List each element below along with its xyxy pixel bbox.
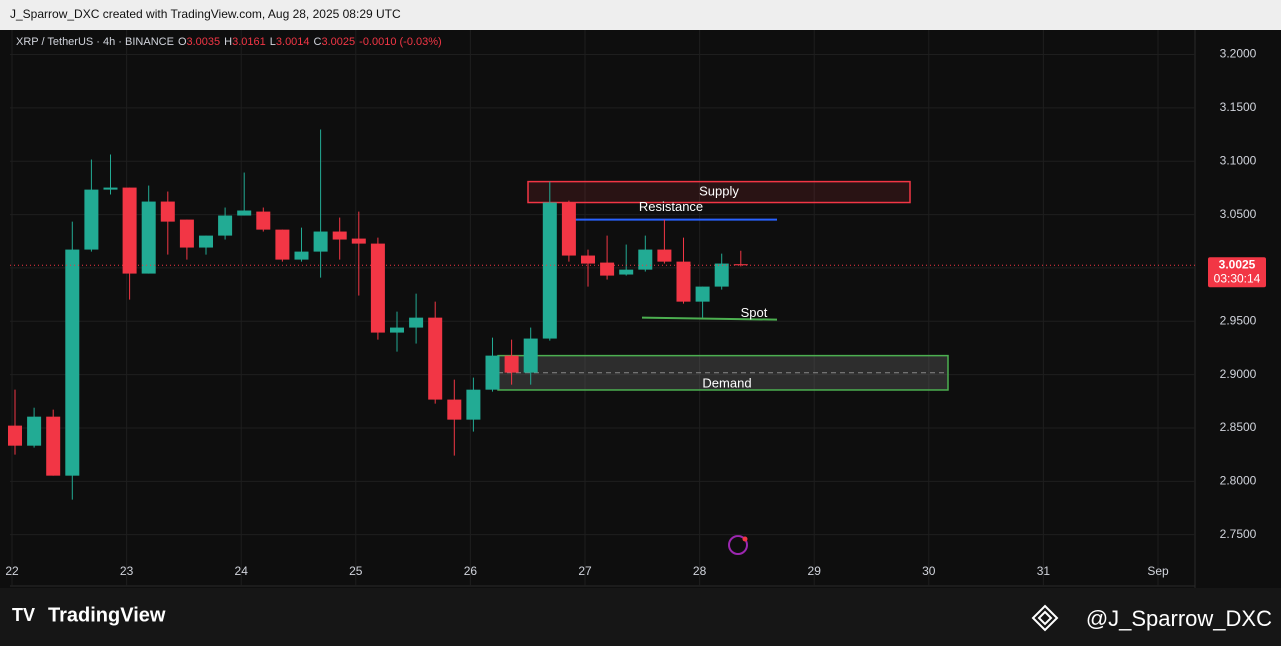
- x-tick-label: 24: [235, 564, 249, 578]
- candle-body: [8, 425, 22, 446]
- countdown: 03:30:14: [1214, 271, 1261, 285]
- ohlc-key: H: [224, 36, 232, 48]
- brand: TradingView: [48, 604, 166, 626]
- candle-body: [370, 243, 385, 333]
- x-tick-label: 26: [464, 564, 478, 578]
- candle-body: [638, 249, 653, 270]
- candle-body: [179, 219, 194, 248]
- candle-body: [600, 262, 615, 276]
- ohlc-value: 3.0161: [232, 36, 266, 48]
- candle-body: [504, 355, 519, 373]
- y-tick-label: 2.8000: [1220, 473, 1257, 487]
- candle-body: [542, 202, 557, 339]
- alert-dot: [742, 536, 748, 542]
- supply-label: Supply: [699, 184, 739, 199]
- y-tick-label: 3.1500: [1220, 100, 1257, 114]
- candle-body: [619, 269, 634, 275]
- candle-body: [657, 249, 672, 262]
- resistance-label: Resistance: [639, 199, 703, 214]
- candle-body: [485, 355, 500, 390]
- candle-body: [561, 202, 576, 256]
- candle-body: [84, 189, 99, 250]
- y-tick-label: 2.9000: [1220, 367, 1257, 381]
- candle-body: [714, 263, 729, 287]
- change: -0.0010 (-0.03%): [359, 36, 442, 48]
- chart-area: [0, 30, 1281, 588]
- candle-body: [122, 187, 137, 274]
- symbol: XRP / TetherUS · 4h · BINANCE: [16, 36, 174, 48]
- candle-body: [733, 264, 748, 266]
- candle-body: [65, 249, 80, 476]
- alert-icon: [728, 535, 748, 555]
- candle-body: [695, 286, 710, 302]
- y-tick-label: 2.7500: [1220, 527, 1257, 541]
- credit: J_Sparrow_DXC created with TradingView.c…: [10, 7, 401, 21]
- x-tick-label: 27: [578, 564, 592, 578]
- ohlc-value: 3.0035: [187, 36, 221, 48]
- candle-body: [256, 211, 271, 230]
- candle-body: [313, 231, 328, 252]
- candle-body: [275, 229, 290, 260]
- y-tick-label: 3.0500: [1220, 207, 1257, 221]
- candle-body: [237, 210, 252, 216]
- y-tick-label: 2.9500: [1220, 313, 1257, 327]
- y-tick-label: 3.1000: [1220, 153, 1257, 167]
- x-tick-label: Sep: [1147, 564, 1169, 578]
- candle-body: [46, 416, 61, 476]
- grid: [10, 30, 1195, 586]
- x-tick-label: 22: [5, 564, 19, 578]
- candle-body: [581, 255, 595, 264]
- candle-body: [351, 238, 366, 244]
- y-tick-label: 3.2000: [1220, 47, 1257, 61]
- footer-bar: [0, 588, 1281, 646]
- demand-label: Demand: [702, 375, 751, 390]
- candle-body: [428, 317, 443, 400]
- candle-body: [27, 416, 42, 446]
- y-tick-label: 2.8500: [1220, 420, 1257, 434]
- last-price-box: [1208, 257, 1266, 288]
- brand-logo: TV: [12, 605, 35, 625]
- ohlc-value: 3.0025: [322, 36, 356, 48]
- candle-body: [676, 261, 691, 302]
- ohlc-key: O: [178, 36, 187, 48]
- ohlc-key: L: [270, 36, 276, 48]
- x-tick-label: 25: [349, 564, 363, 578]
- x-tick-label: 23: [120, 564, 134, 578]
- x-tick-label: 29: [808, 564, 822, 578]
- ohlc-value: 3.0014: [276, 36, 310, 48]
- candle-body: [160, 201, 175, 222]
- candle-body: [294, 251, 309, 260]
- candle-body: [523, 338, 538, 373]
- x-tick-label: 30: [922, 564, 936, 578]
- candle-body: [466, 389, 481, 420]
- candle-body: [218, 215, 233, 236]
- candle-body: [409, 317, 424, 328]
- supply-zone: [527, 180, 911, 204]
- x-tick-label: 31: [1037, 564, 1051, 578]
- candle-body: [390, 327, 404, 333]
- author: @J_Sparrow_DXC: [1086, 606, 1272, 631]
- author-icon: [1031, 604, 1059, 632]
- last-price-label: 3.0025: [1219, 257, 1256, 271]
- ohlc-key: C: [314, 36, 322, 48]
- candle-body: [447, 399, 462, 420]
- candle-body: [141, 201, 156, 274]
- spot-label: Spot: [741, 305, 768, 320]
- top-bar: [0, 0, 1281, 30]
- candle-body: [103, 187, 118, 190]
- candle-body: [199, 235, 213, 248]
- candle-body: [332, 231, 347, 240]
- spot-line: [641, 316, 778, 321]
- x-tick-label: 28: [693, 564, 707, 578]
